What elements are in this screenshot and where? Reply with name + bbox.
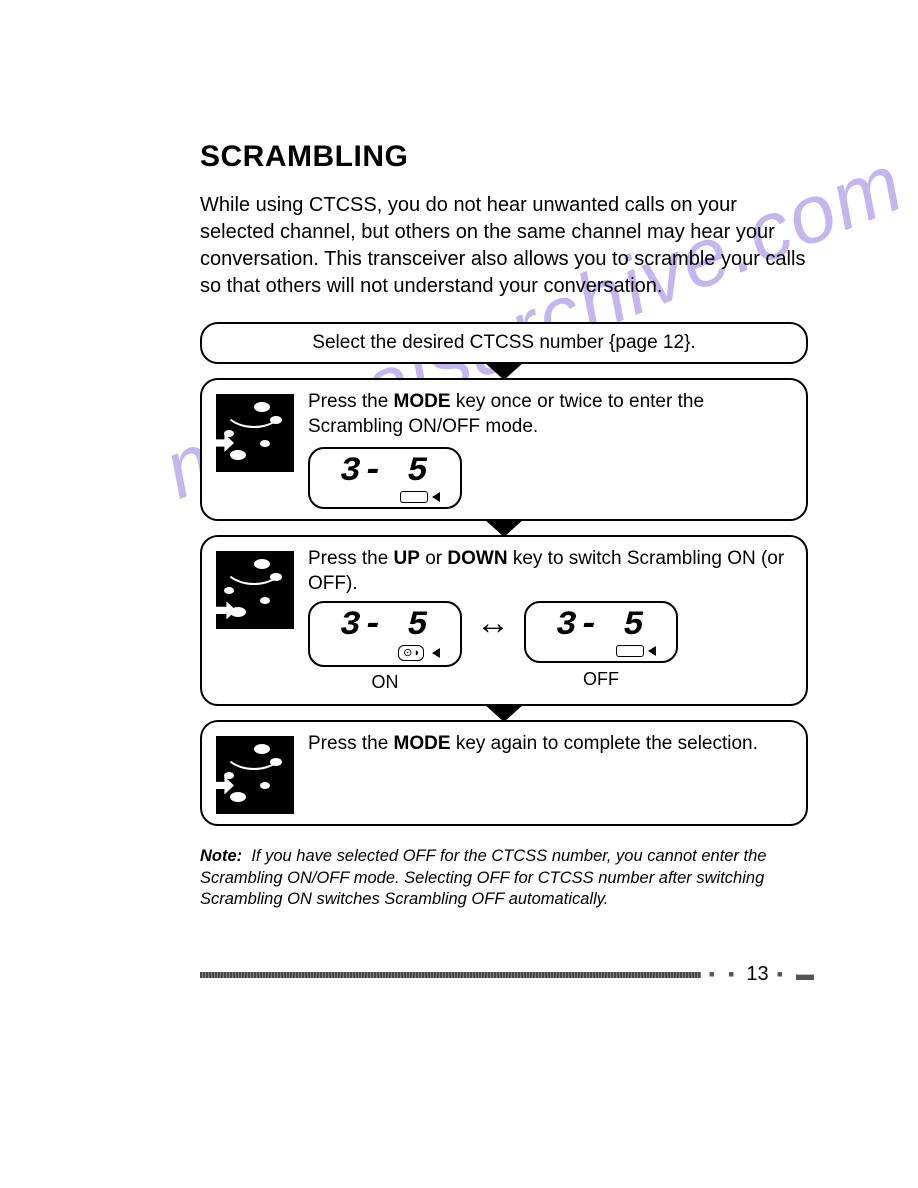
footer-dots-icon: ▪ ▬ bbox=[777, 964, 818, 985]
step-3-key2: DOWN bbox=[447, 548, 507, 569]
on-label: ON bbox=[308, 671, 462, 694]
down-arrow-icon bbox=[484, 704, 524, 722]
step-4-text: Press the MODE key again to complete the… bbox=[308, 732, 792, 757]
note-paragraph: Note: If you have selected OFF for the C… bbox=[200, 846, 808, 910]
lcd-digits: 3- 5 bbox=[330, 609, 440, 643]
off-label: OFF bbox=[524, 668, 678, 691]
step-2-key: MODE bbox=[394, 391, 451, 412]
device-thumb-icon bbox=[216, 394, 294, 472]
footer-bar-icon bbox=[200, 972, 701, 978]
step-4-box: Press the MODE key again to complete the… bbox=[200, 720, 808, 826]
footer-dots-icon: ▪ ▪ bbox=[709, 964, 739, 985]
lcd-triangle-icon bbox=[648, 646, 656, 656]
double-arrow-icon: ↔ bbox=[476, 601, 510, 695]
device-thumb-icon bbox=[216, 551, 294, 629]
lcd-display-on: 3- 5 ⊙◑ bbox=[308, 601, 462, 667]
step-3-mid: or bbox=[420, 548, 447, 569]
step-4-post: key again to complete the selection. bbox=[451, 733, 758, 754]
down-arrow-icon bbox=[484, 362, 524, 380]
device-thumb-icon bbox=[216, 736, 294, 814]
lcd-digits: 3- 5 bbox=[330, 455, 440, 489]
page-content: SCRAMBLING While using CTCSS, you do not… bbox=[0, 0, 918, 987]
step-4-pre: Press the bbox=[308, 733, 394, 754]
note-label: Note: bbox=[200, 847, 242, 865]
step-4-key: MODE bbox=[394, 733, 451, 754]
lcd-box-icon bbox=[400, 491, 428, 503]
step-1-box: Select the desired CTCSS number {page 12… bbox=[200, 322, 808, 364]
page-title: SCRAMBLING bbox=[200, 140, 808, 174]
lcd-triangle-icon bbox=[432, 492, 440, 502]
step-2-pre: Press the bbox=[308, 391, 394, 412]
lcd-digits: 3- 5 bbox=[546, 609, 656, 643]
step-3-pre: Press the bbox=[308, 548, 394, 569]
step-3-box: Press the UP or DOWN key to switch Scram… bbox=[200, 535, 808, 706]
lcd-display: 3- 5 bbox=[308, 447, 462, 509]
step-2-text: Press the MODE key once or twice to ente… bbox=[308, 390, 792, 509]
lcd-box-icon bbox=[616, 645, 644, 657]
page-number: 13 bbox=[746, 963, 768, 986]
step-3-key1: UP bbox=[394, 548, 420, 569]
step-2-box: Press the MODE key once or twice to ente… bbox=[200, 378, 808, 521]
step-3-text: Press the UP or DOWN key to switch Scram… bbox=[308, 547, 792, 694]
page-footer: ▪ ▪ 13 ▪ ▬ bbox=[200, 963, 818, 986]
down-arrow-icon bbox=[484, 519, 524, 537]
note-text: If you have selected OFF for the CTCSS n… bbox=[200, 847, 766, 908]
step-1-text: Select the desired CTCSS number {page 12… bbox=[312, 332, 695, 353]
scramble-icon: ⊙◑ bbox=[398, 645, 424, 661]
intro-paragraph: While using CTCSS, you do not hear unwan… bbox=[200, 192, 808, 300]
lcd-triangle-icon bbox=[432, 648, 440, 658]
lcd-display-off: 3- 5 bbox=[524, 601, 678, 663]
